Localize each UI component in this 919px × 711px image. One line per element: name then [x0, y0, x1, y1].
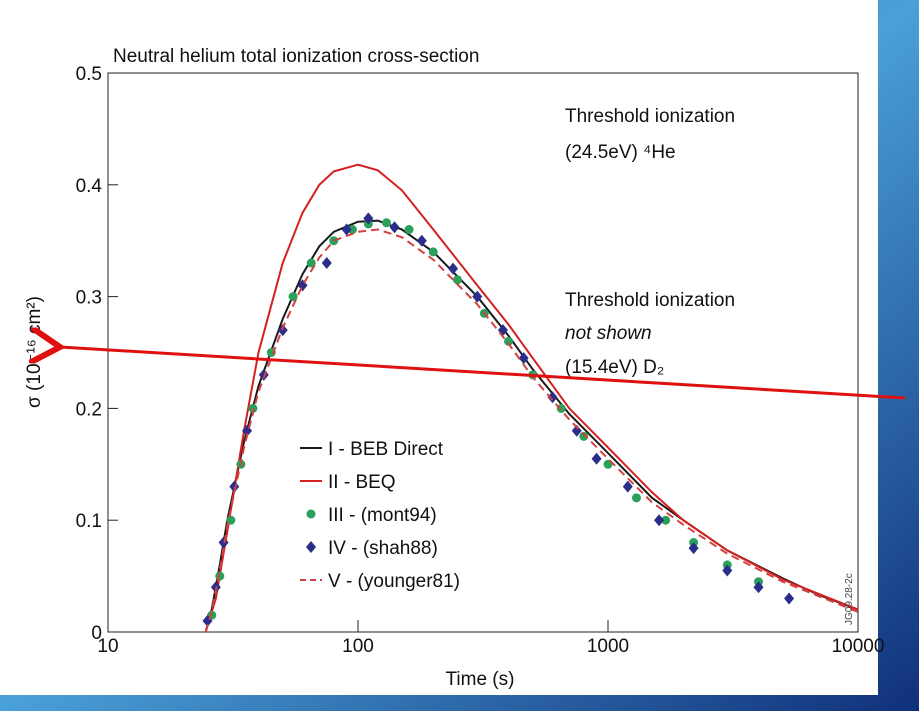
legend-label: III - (mont94) [328, 505, 437, 526]
legend-label: V - (younger81) [328, 571, 460, 592]
legend-swatch [306, 541, 316, 553]
data-point [688, 542, 699, 555]
data-point [784, 592, 795, 605]
data-point [226, 515, 236, 525]
x-tick-label: 100 [342, 636, 374, 657]
annotation: (24.5eV) ⁴He [565, 142, 676, 163]
data-point [722, 564, 733, 577]
y-tick-label: 0.3 [76, 288, 102, 309]
data-point [404, 225, 414, 235]
chart-title: Neutral helium total ionization cross-se… [113, 46, 479, 67]
data-point [215, 571, 225, 581]
chart-panel [0, 0, 878, 695]
x-tick-label: 10 [97, 636, 118, 657]
data-point [381, 218, 391, 228]
data-point [341, 223, 352, 236]
data-point [504, 336, 514, 346]
legend-label: IV - (shah88) [328, 538, 438, 559]
annotation: not shown [565, 323, 652, 344]
red-arrow [60, 347, 906, 400]
annotation: Threshold ionization [565, 290, 735, 311]
data-point [347, 225, 357, 235]
series-line [204, 163, 859, 633]
data-point [428, 247, 438, 257]
y-tick-label: 0.2 [76, 399, 102, 420]
data-point [631, 493, 641, 503]
data-point [416, 234, 427, 247]
y-tick-label: 0.4 [76, 176, 103, 197]
legend-label: I - BEB Direct [328, 439, 444, 460]
annotation: (15.4eV) D₂ [565, 357, 664, 378]
data-point [389, 221, 400, 234]
data-point [622, 480, 633, 493]
data-point [579, 431, 589, 441]
data-point [571, 424, 582, 437]
data-point [363, 212, 374, 225]
data-point [248, 403, 258, 413]
y-tick-label: 0.5 [76, 64, 102, 85]
data-point [547, 391, 558, 404]
y-tick-label: 0.1 [76, 511, 102, 532]
data-point [448, 262, 459, 275]
data-point [753, 581, 764, 594]
y-axis-label: σ (10⁻¹⁶ cm²) [24, 296, 45, 408]
data-point [472, 290, 483, 303]
series-line [204, 228, 859, 633]
data-point [321, 257, 332, 270]
data-point [661, 515, 671, 525]
legend-swatch [306, 509, 316, 519]
x-tick-label: 10000 [832, 636, 885, 657]
x-tick-label: 1000 [587, 636, 629, 657]
data-point [452, 275, 462, 285]
y-tick-label: 0 [91, 623, 102, 644]
data-point [518, 352, 529, 365]
annotation: JG09.28-2c [844, 573, 855, 625]
data-point [229, 480, 240, 493]
data-point [288, 292, 298, 302]
x-axis-label: Time (s) [446, 669, 515, 690]
plot: 0 0.1 0.2 0.3 0.4 0.5 10 100 1000 10000 I - BEB Di… [76, 64, 885, 657]
annotation: Threshold ionization [565, 106, 735, 127]
data-point [591, 452, 602, 465]
data-point [654, 514, 665, 527]
plot-frame [107, 72, 859, 633]
legend-label: II - BEQ [328, 472, 396, 493]
